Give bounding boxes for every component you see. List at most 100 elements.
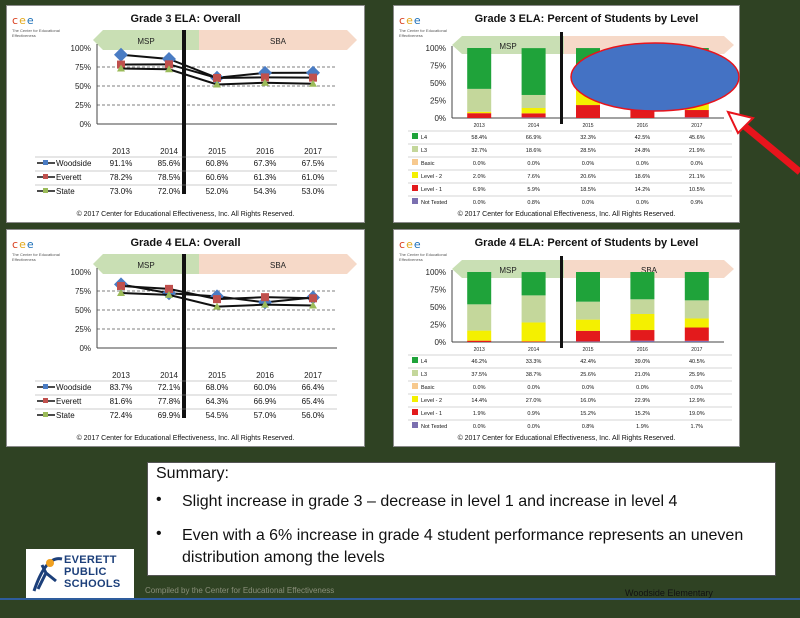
y-tick-label: 25% (75, 101, 91, 110)
legend-name: L3 (421, 148, 427, 154)
sba-label: SBA (641, 266, 658, 275)
table-cell: 24.8% (635, 148, 651, 154)
table-cell: 1.7% (691, 424, 704, 430)
table-cell: 7.6% (527, 174, 540, 180)
sba-band (199, 254, 357, 274)
copyright-text: © 2017 Center for Educational Effectiven… (76, 435, 295, 442)
legend-name: Level - 2 (421, 174, 442, 180)
msp-band (93, 30, 199, 50)
x-tick-label: 2017 (304, 147, 322, 156)
table-cell: 14.4% (471, 398, 487, 404)
table-cell: 39.0% (635, 359, 651, 365)
data-point (261, 300, 269, 308)
msp-band (93, 254, 199, 274)
bar-segment-level-2 (630, 314, 655, 331)
data-point (309, 301, 317, 309)
y-tick-label: 25% (75, 325, 91, 334)
bar-segment-l4 (684, 48, 709, 80)
table-cell: 52.0% (206, 187, 229, 196)
table-cell: 6.9% (473, 187, 486, 193)
bar-segment-l3 (630, 299, 655, 314)
bar-segment-level-2 (576, 90, 600, 106)
cee-logo: cee The Center for Educational Effectiven… (12, 14, 60, 38)
data-point (213, 73, 221, 82)
table-cell: 54.3% (254, 187, 277, 196)
table-cell: 37.5% (471, 372, 487, 378)
sba-label: SBA (270, 37, 287, 46)
legend-swatch (412, 357, 418, 363)
y-tick-label: 100% (71, 44, 91, 53)
legend-swatch (412, 146, 418, 152)
table-cell: 28.5% (580, 148, 596, 154)
table-cell: 38.7% (526, 372, 542, 378)
legend-name: Basic (421, 385, 435, 391)
table-cell: 0.0% (691, 161, 704, 167)
x-tick-label: 2016 (637, 347, 648, 353)
table-cell: 42.5% (635, 135, 651, 141)
table-cell: 0.0% (473, 424, 486, 430)
msp-sba-divider (560, 256, 563, 348)
table-cell: 53.0% (302, 187, 325, 196)
bar-segment-level-1 (684, 110, 709, 118)
table-cell: 15.2% (635, 411, 651, 417)
legend-name: Everett (56, 397, 82, 406)
sba-label: SBA (270, 261, 287, 270)
table-cell: 73.0% (110, 187, 133, 196)
bar-segment-level-1 (576, 330, 600, 342)
legend-swatch (412, 383, 418, 389)
x-tick-label: 2014 (160, 147, 178, 156)
table-cell: 69.9% (158, 411, 181, 420)
table-cell: 20.6% (580, 174, 596, 180)
y-tick-label: 100% (71, 268, 91, 277)
bar-segment-level-2 (630, 95, 655, 109)
legend-swatch (412, 185, 418, 191)
x-tick-label: 2015 (208, 147, 226, 156)
data-point (117, 288, 125, 296)
data-point (261, 73, 269, 82)
table-cell: 0.0% (636, 200, 649, 206)
legend-swatch (412, 159, 418, 165)
table-cell: 0.0% (582, 385, 595, 391)
bar-segment-l3 (521, 295, 546, 323)
x-tick-label: 2013 (112, 147, 130, 156)
table-cell: 0.0% (582, 161, 595, 167)
table-cell: 5.9% (527, 187, 540, 193)
grade3-levels-panel: cee The Center for Educational Effectiven… (393, 5, 740, 223)
x-tick-label: 2014 (528, 123, 539, 129)
y-tick-label: 75% (75, 63, 91, 72)
legend-swatch (412, 198, 418, 204)
data-point (165, 60, 173, 69)
chart-title: Grade 4 ELA: Percent of Students by Leve… (474, 237, 699, 249)
table-cell: 61.3% (254, 173, 277, 182)
chart-title: Grade 3 ELA: Overall (130, 13, 241, 25)
bar-segment-l3 (467, 304, 492, 331)
msp-label: MSP (137, 261, 154, 270)
bar-segment-l3 (467, 88, 492, 112)
legend-swatch (412, 172, 418, 178)
everett-public-schools-logo: EVERETT PUBLIC SCHOOLS (26, 549, 134, 599)
legend-name: Not Tested (421, 424, 447, 430)
table-cell: 0.0% (691, 385, 704, 391)
copyright-text: © 2017 Center for Educational Effectiven… (457, 435, 676, 442)
table-cell: 0.0% (473, 385, 486, 391)
grade3-overall-chart: MSP SBA 0% 25% 50% 75% 100% 2013 2014 2015 2016 201… (35, 30, 357, 196)
bar-segment-level-2 (684, 318, 709, 328)
table-cell: 0.0% (636, 161, 649, 167)
y-tick-label: 50% (75, 306, 91, 315)
table-cell: 22.9% (635, 398, 651, 404)
y-tick-label: 100% (426, 44, 446, 53)
x-tick-label: 2013 (112, 371, 130, 380)
bar-segment-level-2 (467, 111, 492, 114)
table-cell: 0.0% (527, 385, 540, 391)
table-cell: 18.6% (635, 174, 651, 180)
table-cell: 66.9% (254, 397, 277, 406)
sba-band (199, 30, 357, 50)
legend-marker (43, 188, 48, 193)
table-cell: 81.6% (110, 397, 133, 406)
x-tick-label: 2017 (304, 371, 322, 380)
bar-segment-l4 (521, 272, 546, 296)
legend-name: L3 (421, 372, 427, 378)
y-tick-label: 25% (430, 321, 446, 330)
table-cell: 0.0% (582, 200, 595, 206)
data-point (213, 302, 221, 310)
